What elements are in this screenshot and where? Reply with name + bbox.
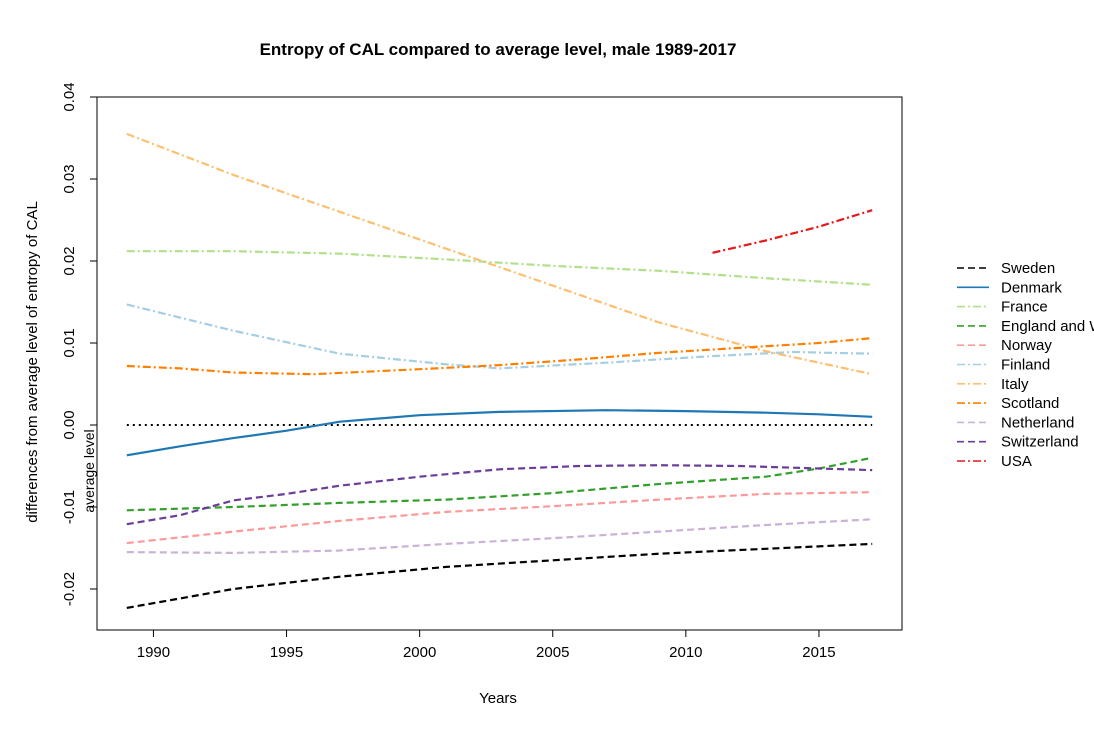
legend: Sweden Denmark France England and Wales Norw… <box>957 260 1094 470</box>
y-tick-label: -0.02 <box>61 572 78 606</box>
x-axis-label: Years <box>479 690 517 707</box>
average-level-label: average level <box>81 429 97 512</box>
series-line-sweden <box>126 542 873 609</box>
legend-label-scotland: Scotland <box>1001 395 1059 412</box>
legend-label-usa: USA <box>1001 453 1032 470</box>
x-tick-label: 2010 <box>669 644 702 661</box>
legend-label-norway: Norway <box>1001 337 1052 354</box>
series-line-netherland <box>126 518 873 555</box>
y-tick-label: 0.02 <box>61 246 78 275</box>
legend-label-france: France <box>1001 299 1048 316</box>
legend-label-netherland: Netherland <box>1001 414 1074 431</box>
series-line-norway <box>126 491 873 545</box>
plot-frame <box>96 96 903 631</box>
legend-label-switzerland: Switzerland <box>1001 434 1079 451</box>
series-line-finland <box>126 303 873 370</box>
x-tick-label: 1990 <box>137 644 170 661</box>
y-tick-label: 0.01 <box>61 328 78 357</box>
series-line-denmark <box>126 409 873 457</box>
series-line-england-and-wales <box>126 456 873 512</box>
chart-title: Entropy of CAL compared to average level… <box>260 40 737 59</box>
series-line-usa <box>712 209 873 254</box>
y-axis-label: differences from average level of entrop… <box>24 201 41 523</box>
plot-area: 1990 1995 2000 2005 2010 2015 -0.02 -0.01 0.00 0.… <box>61 82 903 661</box>
x-tick-label: 2000 <box>403 644 436 661</box>
series-line-italy <box>126 132 873 376</box>
y-tick-label: 0.03 <box>61 164 78 193</box>
y-tick-label: 0.00 <box>61 410 78 439</box>
series-line-france <box>126 250 873 286</box>
x-tick-label: 2005 <box>536 644 569 661</box>
legend-label-denmark: Denmark <box>1001 279 1062 296</box>
legend-label-italy: Italy <box>1001 376 1029 393</box>
series-line-switzerland <box>126 464 873 526</box>
y-tick-label: -0.01 <box>61 490 78 524</box>
series-line-scotland <box>126 337 873 376</box>
y-tick-label: 0.04 <box>61 82 78 111</box>
legend-label-finland: Finland <box>1001 357 1050 374</box>
legend-label-sweden: Sweden <box>1001 260 1055 277</box>
legend-label-england-and-wales: England and Wales <box>1001 318 1094 335</box>
x-tick-label: 1995 <box>270 644 303 661</box>
x-tick-label: 2015 <box>802 644 835 661</box>
